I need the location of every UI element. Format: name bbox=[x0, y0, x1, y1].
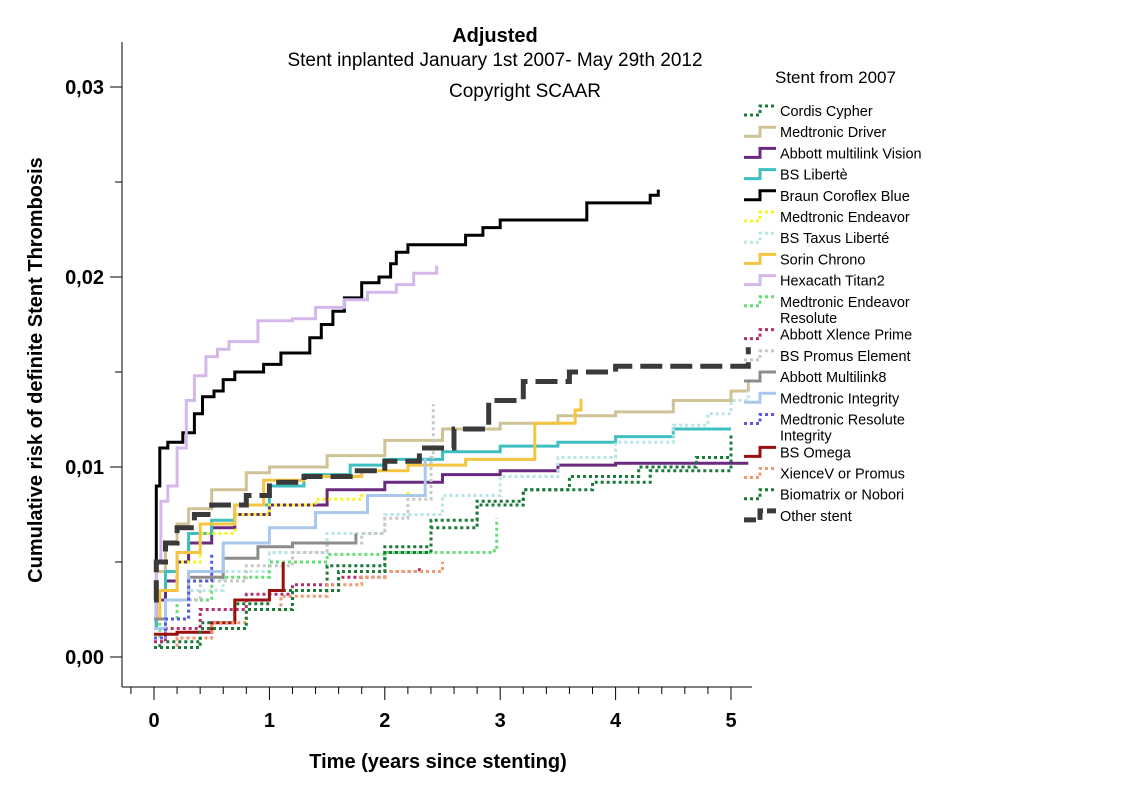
legend-label: Medtronic Resolute bbox=[780, 412, 905, 428]
series-line-17 bbox=[154, 562, 444, 649]
legend-label: BS Libertè bbox=[780, 168, 848, 184]
legend-symbol bbox=[744, 508, 776, 523]
y-axis-title: Cumulative risk of definite Stent Thromb… bbox=[25, 157, 47, 583]
y-tick-label: 0,01 bbox=[65, 457, 104, 479]
legend-label: Braun Coroflex Blue bbox=[780, 189, 910, 205]
legend-label: Biomatrix or Nobori bbox=[780, 488, 904, 504]
legend-symbol bbox=[744, 189, 776, 202]
legend-title: Stent from 2007 bbox=[775, 68, 896, 87]
x-tick-label: 5 bbox=[725, 710, 736, 732]
legend-symbol bbox=[744, 104, 776, 117]
legend-symbol bbox=[744, 412, 776, 425]
series-line-1 bbox=[154, 432, 733, 649]
legend-label: Medtronic Driver bbox=[780, 125, 887, 141]
legend-label: Abbott Multilink8 bbox=[780, 370, 886, 386]
legend-symbol bbox=[744, 125, 776, 138]
legend-symbol bbox=[744, 274, 776, 287]
legend-symbol bbox=[744, 295, 776, 308]
series-line-9 bbox=[154, 265, 439, 621]
legend-symbol bbox=[744, 488, 776, 501]
x-axis-title: Time (years since stenting) bbox=[309, 751, 567, 773]
legend-symbol bbox=[744, 168, 776, 181]
legend-label: Medtronic Endeavor bbox=[780, 295, 910, 311]
legend-symbol bbox=[744, 252, 776, 265]
chart-title: Adjusted bbox=[452, 25, 538, 47]
legend-symbol bbox=[744, 445, 776, 458]
legend-symbol bbox=[744, 146, 776, 159]
y-tick-label: 0,02 bbox=[65, 267, 104, 289]
legend-label: BS Promus Element bbox=[780, 349, 911, 365]
legend-label: Hexacath Titan2 bbox=[780, 274, 885, 290]
legend-label: Cordis Cypher bbox=[780, 104, 873, 120]
legend-label: XienceV or Promus bbox=[780, 467, 905, 483]
y-tick-label: 0,03 bbox=[65, 77, 104, 99]
series-line-5 bbox=[154, 189, 660, 564]
legend-label: BS Taxus Liberté bbox=[780, 231, 889, 247]
legend-symbol bbox=[744, 231, 776, 244]
legend-label: Integrity bbox=[780, 428, 832, 444]
legend-symbol bbox=[744, 467, 776, 480]
chart-subtitle-line-1: Stent inplanted January 1st 2007- May 29… bbox=[287, 50, 702, 71]
legend-label: Other stent bbox=[780, 509, 852, 525]
x-tick-label: 0 bbox=[148, 710, 159, 732]
x-tick-label: 1 bbox=[264, 710, 275, 732]
series-line-7 bbox=[154, 391, 750, 640]
y-tick-label: 0,00 bbox=[65, 647, 104, 669]
chart-subtitle-line-2: Copyright SCAAR bbox=[449, 81, 601, 102]
legend-label: Medtronic Endeavor bbox=[780, 210, 910, 226]
series-line-2 bbox=[154, 381, 750, 621]
series-line-18 bbox=[154, 432, 733, 649]
series-line-14 bbox=[154, 457, 427, 630]
legend-label: Sorin Chrono bbox=[780, 252, 865, 268]
series-line-10 bbox=[154, 518, 499, 640]
series-line-15 bbox=[154, 552, 214, 640]
series-line-16 bbox=[154, 562, 285, 636]
legend-label: Medtronic Integrity bbox=[780, 391, 900, 407]
legend-symbol bbox=[744, 391, 776, 404]
legend-label: Abbott Xlence Prime bbox=[780, 328, 912, 344]
legend-label: Abbott multilink Vision bbox=[780, 146, 922, 162]
series-line-11 bbox=[154, 567, 421, 644]
legend-symbol bbox=[744, 328, 776, 341]
series-line-19 bbox=[153, 347, 751, 603]
x-tick-label: 4 bbox=[610, 710, 622, 732]
legend-symbol bbox=[744, 349, 776, 362]
legend-label: Resolute bbox=[780, 311, 837, 327]
legend-symbol bbox=[744, 210, 776, 223]
legend-symbol bbox=[744, 370, 776, 383]
x-tick-label: 3 bbox=[495, 710, 506, 732]
x-tick-label: 2 bbox=[379, 710, 390, 732]
legend-label: BS Omega bbox=[780, 445, 852, 461]
